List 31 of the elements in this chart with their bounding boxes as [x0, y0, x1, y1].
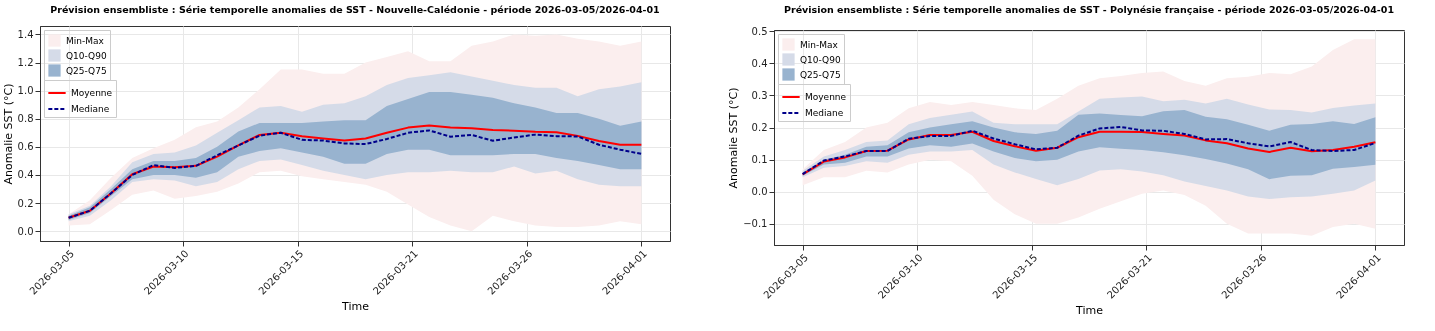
y-axis-title: Anomalie SST (°C)	[727, 87, 741, 189]
legend-label: Moyenne	[71, 88, 113, 98]
chart-title: Prévision ensembliste : Série temporelle anomalies de SST - Nouvelle-Calédonie - période 2026-03-05/2026-04-01	[50, 3, 660, 15]
x-axis-title: Time	[341, 299, 370, 313]
legend-label: Q25-Q75	[800, 69, 841, 80]
legend-label: Min-Max	[66, 35, 105, 46]
legend-label: Mediane	[71, 104, 110, 114]
y-tick-label: 0.5	[751, 25, 768, 37]
legend-label: Mediane	[805, 108, 844, 118]
y-tick-label: 0.2	[751, 122, 768, 134]
y-tick-label: 1.4	[17, 28, 34, 40]
y-tick-label: 0.0	[17, 225, 34, 237]
y-tick-label: 0.6	[17, 141, 34, 153]
x-axis-title: Time	[1075, 303, 1104, 317]
chart-title: Prévision ensembliste : Série temporelle anomalies de SST - Polynésie française - période 2026-03-05/2026-04-01	[784, 3, 1394, 15]
y-tick-label: −0.1	[743, 218, 768, 230]
y-tick-label: 0.2	[17, 197, 34, 209]
y-tick-label: 0.0	[751, 186, 768, 198]
y-tick-label: 1.0	[17, 85, 34, 97]
y-tick-label: 1.2	[17, 57, 34, 69]
y-tick-label: 0.3	[751, 89, 768, 101]
y-axis-title: Anomalie SST (°C)	[1, 83, 15, 185]
legend-label: Q10-Q90	[800, 54, 841, 65]
legend-label: Q25-Q75	[66, 65, 107, 76]
y-tick-label: 0.4	[751, 57, 768, 69]
legend-label: Moyenne	[805, 92, 847, 102]
y-tick-label: 0.4	[17, 169, 34, 181]
legend-label: Q10-Q90	[66, 50, 107, 61]
y-tick-label: 0.1	[751, 154, 768, 166]
y-tick-label: 0.8	[17, 113, 34, 125]
legend-label: Min-Max	[800, 39, 839, 50]
